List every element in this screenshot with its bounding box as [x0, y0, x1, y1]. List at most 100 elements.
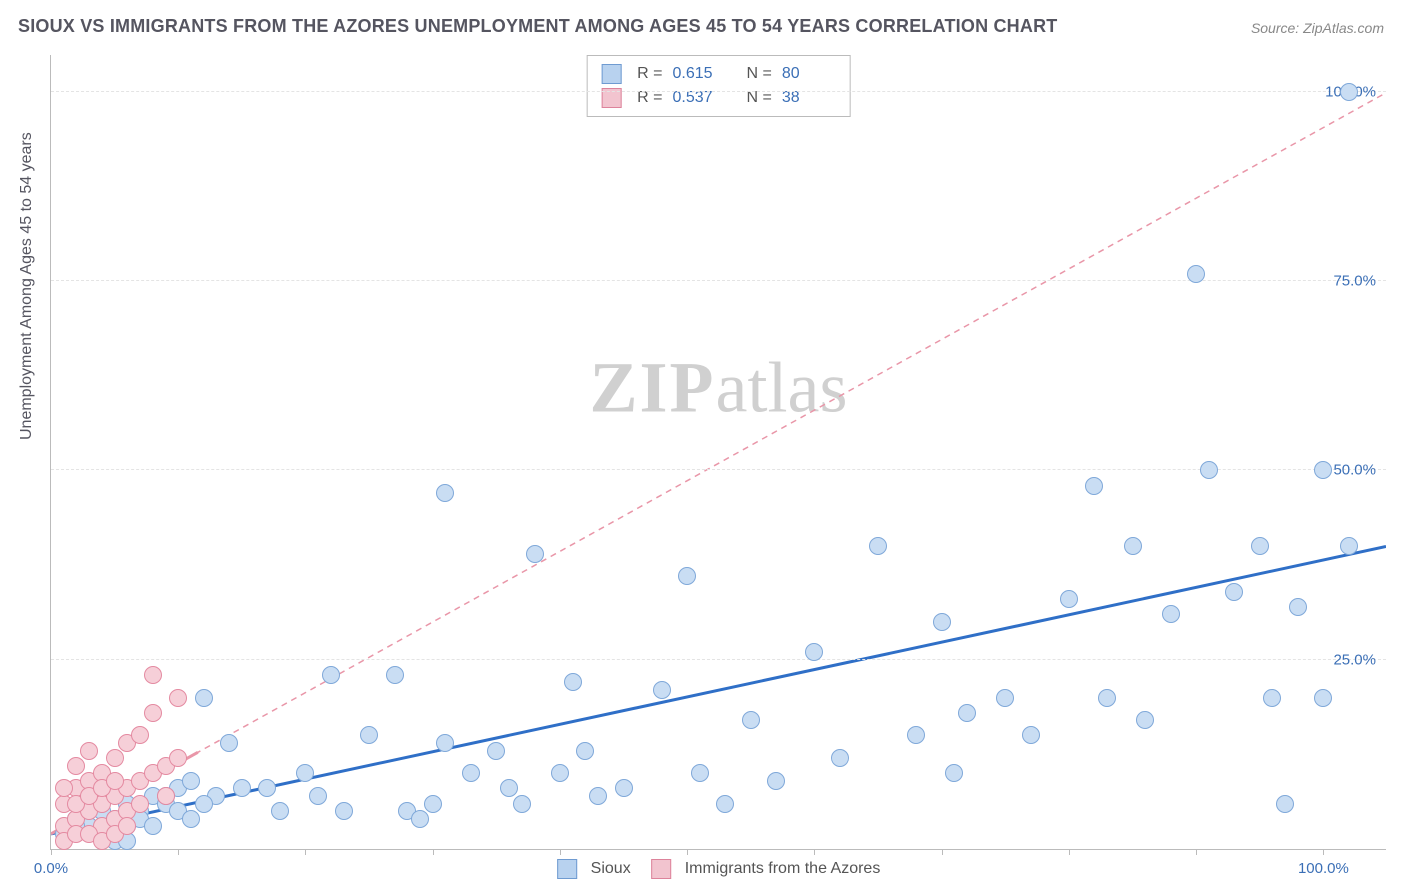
gridline [51, 469, 1386, 470]
sioux-point [360, 726, 378, 744]
sioux-point [564, 673, 582, 691]
azores-point [131, 726, 149, 744]
legend-item-sioux: Sioux [557, 859, 631, 879]
sioux-point [424, 795, 442, 813]
sioux-point [462, 764, 480, 782]
sioux-point [767, 772, 785, 790]
sioux-point [996, 689, 1014, 707]
n-value: 38 [782, 86, 836, 110]
trend-lines [51, 55, 1386, 849]
sioux-point [1276, 795, 1294, 813]
sioux-point [436, 484, 454, 502]
legend-item-azores: Immigrants from the Azores [651, 859, 881, 879]
sioux-point [271, 802, 289, 820]
azores-point [144, 666, 162, 684]
sioux-point [716, 795, 734, 813]
x-tick [1323, 849, 1324, 855]
azores-point [144, 704, 162, 722]
x-tick [560, 849, 561, 855]
gridline [51, 91, 1386, 92]
sioux-point [411, 810, 429, 828]
sioux-point [1085, 477, 1103, 495]
sioux-point [195, 689, 213, 707]
sioux-point [576, 742, 594, 760]
sioux-point [958, 704, 976, 722]
sioux-point [1136, 711, 1154, 729]
x-tick [305, 849, 306, 855]
r-label: R = [637, 86, 662, 110]
sioux-point [1200, 461, 1218, 479]
azores-legend-swatch-icon [651, 859, 671, 879]
sioux-point [436, 734, 454, 752]
sioux-point [589, 787, 607, 805]
sioux-point [1060, 590, 1078, 608]
n-label: N = [747, 62, 772, 86]
sioux-point [386, 666, 404, 684]
sioux-legend-swatch-icon [557, 859, 577, 879]
sioux-point [309, 787, 327, 805]
sioux-point [678, 567, 696, 585]
sioux-point [691, 764, 709, 782]
sioux-point [907, 726, 925, 744]
correlation-stats-box: R =0.615N =80R =0.537N =38 [586, 55, 851, 117]
sioux-point [551, 764, 569, 782]
x-tick-label: 0.0% [34, 860, 68, 877]
watermark: ZIPatlas [590, 347, 848, 430]
r-value: 0.537 [673, 86, 727, 110]
gridline [51, 659, 1386, 660]
azores-point [157, 787, 175, 805]
sioux-point [1340, 537, 1358, 555]
x-tick [942, 849, 943, 855]
sioux-point [322, 666, 340, 684]
sioux-point [742, 711, 760, 729]
n-value: 80 [782, 62, 836, 86]
azores-point [118, 817, 136, 835]
sioux-point [1098, 689, 1116, 707]
sioux-swatch-icon [601, 64, 621, 84]
azores-trend-line [51, 93, 1386, 834]
x-tick [51, 849, 52, 855]
azores-point [55, 779, 73, 797]
sioux-point [1187, 265, 1205, 283]
sioux-trend-line [51, 547, 1386, 834]
sioux-point [1251, 537, 1269, 555]
azores-point [106, 749, 124, 767]
sioux-point [144, 817, 162, 835]
sioux-point [615, 779, 633, 797]
sioux-point [945, 764, 963, 782]
sioux-point [513, 795, 531, 813]
sioux-point [869, 537, 887, 555]
x-tick-label: 100.0% [1298, 860, 1349, 877]
sioux-point [1289, 598, 1307, 616]
azores-point [67, 757, 85, 775]
r-label: R = [637, 62, 662, 86]
gridline [51, 280, 1386, 281]
x-tick [687, 849, 688, 855]
sioux-point [500, 779, 518, 797]
sioux-point [1124, 537, 1142, 555]
sioux-point [1314, 461, 1332, 479]
x-tick [1196, 849, 1197, 855]
sioux-point [258, 779, 276, 797]
azores-point [80, 742, 98, 760]
y-tick-label: 75.0% [1333, 273, 1376, 290]
azores-point [106, 772, 124, 790]
series-legend: Sioux Immigrants from the Azores [557, 859, 881, 879]
sioux-point [296, 764, 314, 782]
sioux-point [1225, 583, 1243, 601]
sioux-point [653, 681, 671, 699]
y-axis-label: Unemployment Among Ages 45 to 54 years [18, 132, 36, 440]
x-tick [433, 849, 434, 855]
x-tick [1069, 849, 1070, 855]
sioux-point [831, 749, 849, 767]
sioux-point [487, 742, 505, 760]
x-tick [814, 849, 815, 855]
sioux-point [1162, 605, 1180, 623]
sioux-point [805, 643, 823, 661]
legend-label: Sioux [591, 860, 631, 878]
sioux-point [220, 734, 238, 752]
chart-title: SIOUX VS IMMIGRANTS FROM THE AZORES UNEM… [18, 16, 1057, 37]
sioux-point [1263, 689, 1281, 707]
stats-row-sioux: R =0.615N =80 [601, 62, 836, 86]
x-tick [178, 849, 179, 855]
